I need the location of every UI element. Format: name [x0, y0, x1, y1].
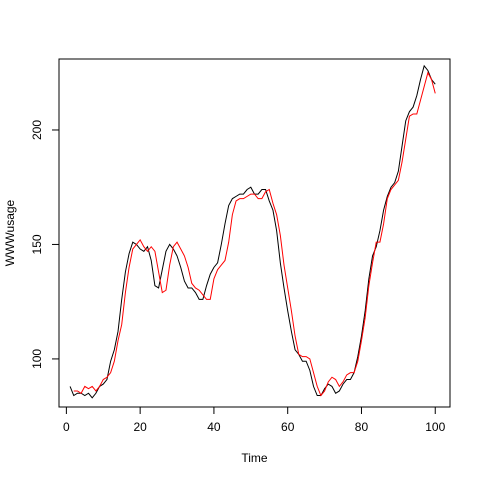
x-tick-label: 40 — [207, 420, 221, 434]
x-axis-title: Time — [241, 451, 268, 465]
y-tick-label: 100 — [30, 349, 44, 369]
series-layer — [69, 64, 436, 399]
x-tick-label: 100 — [425, 420, 445, 434]
y-axis: 100 150 200 — [30, 120, 60, 369]
y-tick-label: 200 — [30, 120, 44, 140]
x-tick-label: 80 — [355, 420, 369, 434]
y-tick-label: 150 — [30, 234, 44, 254]
x-tick-label: 60 — [281, 420, 295, 434]
x-tick-label: 0 — [63, 420, 70, 434]
x-axis: 0 20 40 60 80 100 — [63, 406, 446, 434]
series-line-2 — [73, 71, 436, 397]
y-axis-title: WWWusage — [3, 199, 17, 266]
x-tick-label: 20 — [133, 420, 147, 434]
